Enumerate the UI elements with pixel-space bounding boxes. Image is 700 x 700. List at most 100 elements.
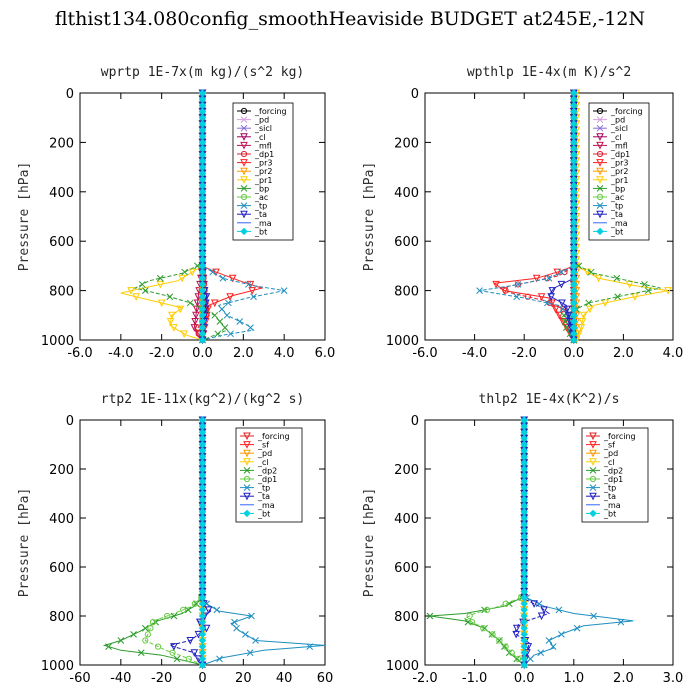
data-point	[142, 637, 149, 644]
data-point	[157, 299, 166, 308]
legend-entry: _bt	[603, 509, 616, 518]
legend-entry: _dp2	[257, 466, 277, 475]
legend-marker	[596, 185, 604, 192]
series-line	[144, 420, 203, 666]
data-point	[601, 299, 610, 308]
series-line	[429, 420, 525, 666]
data-point	[476, 287, 483, 294]
data-point	[211, 311, 219, 319]
data-point	[141, 624, 149, 632]
data-point	[641, 281, 648, 288]
data-point	[540, 606, 548, 614]
legend-entry: _tp	[254, 202, 267, 211]
data-point	[585, 299, 593, 307]
legend-marker	[243, 441, 251, 449]
data-point	[587, 268, 595, 276]
x-tick-label: -1.0	[462, 671, 487, 686]
y-tick-label: 800	[49, 285, 74, 300]
data-point	[130, 631, 137, 638]
data-point	[577, 324, 586, 332]
legend-entry: _sf	[257, 441, 269, 450]
data-point	[190, 649, 199, 657]
data-point	[537, 649, 545, 657]
legend-entry: _ma	[257, 501, 275, 510]
data-point	[555, 311, 564, 320]
data-point	[514, 281, 522, 288]
y-tick-label: 800	[49, 610, 74, 625]
data-point	[216, 318, 224, 325]
x-tick-label: -40	[110, 671, 131, 686]
x-tick-label: 0	[198, 671, 206, 686]
data-point	[248, 287, 256, 295]
data-point	[551, 305, 560, 314]
legend-marker	[243, 475, 251, 483]
series-dp2	[426, 416, 528, 669]
y-tick-label: 200	[49, 136, 74, 151]
data-point	[184, 606, 192, 614]
data-point	[192, 311, 200, 320]
x-tick-label: 60	[317, 671, 334, 686]
x-tick-label: -2.0	[412, 671, 437, 686]
chart-panel-4: thlp2 1E-4x(K^2)/s Pressure [hPa] -2.0 -1.0…	[362, 392, 683, 686]
legend: _forcing_sf_pd_cl_dp2_dp1_tp_ta_ma_bt	[581, 427, 649, 523]
data-point	[614, 293, 621, 301]
data-point	[191, 317, 199, 326]
data-point	[548, 287, 557, 295]
legend-entry: _pr2	[610, 167, 628, 176]
legend-marker	[589, 484, 597, 491]
data-point	[558, 268, 565, 276]
legend-entry: _cl	[254, 133, 266, 142]
y-tick-label: 600	[394, 561, 419, 576]
data-point	[250, 293, 257, 301]
data-point	[512, 630, 520, 639]
x-tick-label: -2.0	[149, 346, 174, 361]
y-tick-label: 400	[394, 512, 419, 527]
data-point	[138, 281, 146, 288]
legend-marker	[589, 441, 597, 449]
series-line	[575, 93, 669, 341]
y-tick-label: 1000	[41, 334, 74, 349]
data-point	[221, 324, 229, 332]
panel-title: wprtp 1E-7x(m kg)/(s^2 kg)	[101, 65, 305, 80]
data-point	[579, 311, 588, 320]
plot-frame	[424, 92, 674, 341]
legend-entry: _tp	[257, 484, 270, 493]
data-point	[173, 655, 181, 663]
legend-marker	[596, 141, 604, 150]
legend-marker	[589, 432, 597, 441]
x-tick-label: 2.0	[613, 671, 634, 686]
legend-entry: _ta	[610, 210, 623, 219]
y-tick-label: 800	[394, 285, 419, 300]
data-point	[555, 606, 563, 614]
legend-marker	[240, 107, 248, 115]
data-point	[170, 643, 178, 651]
data-point	[198, 336, 207, 344]
data-point	[213, 606, 221, 614]
y-tick-label: 0	[66, 414, 74, 429]
data-point	[489, 631, 496, 638]
data-point	[557, 280, 566, 289]
data-point	[466, 612, 473, 620]
data-point	[530, 600, 538, 608]
data-point	[500, 287, 509, 295]
y-tick-label: 1000	[386, 659, 419, 674]
legend-marker	[240, 133, 248, 141]
data-point	[549, 643, 557, 650]
x-tick-label: 20	[235, 671, 252, 686]
data-point	[547, 293, 555, 301]
legend-marker	[243, 458, 251, 466]
legend-marker	[596, 159, 604, 167]
data-point	[218, 305, 226, 313]
legend-entry: _sicl	[254, 124, 272, 133]
y-tick-label: 200	[49, 463, 74, 478]
legend-entry: _forcing	[603, 432, 636, 441]
data-point	[185, 655, 192, 662]
data-point	[513, 293, 521, 301]
data-point	[563, 305, 571, 314]
data-point	[426, 612, 434, 620]
legend-marker	[240, 210, 248, 219]
legend-entry: _cl	[257, 458, 269, 467]
data-point	[137, 649, 145, 657]
data-point	[631, 293, 639, 301]
